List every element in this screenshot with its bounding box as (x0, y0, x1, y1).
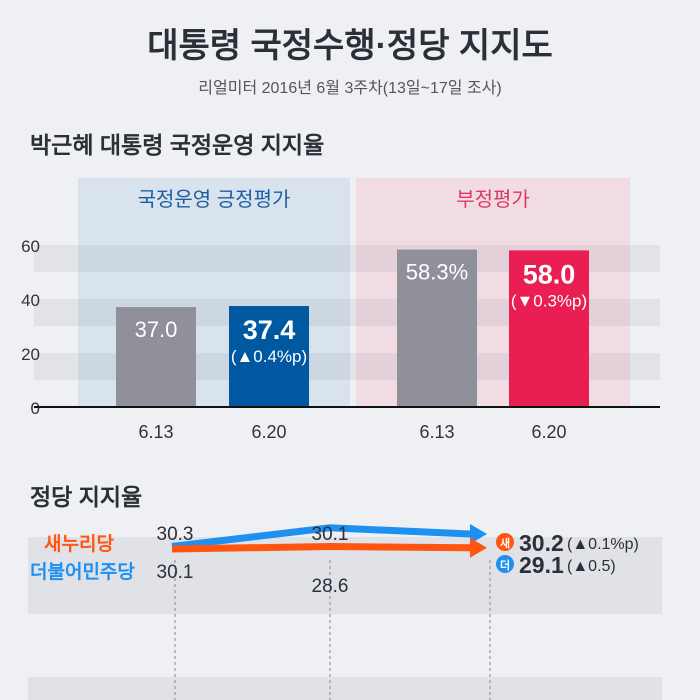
latest-value: 30.2 (519, 530, 564, 556)
latest-value: 29.1 (519, 552, 564, 578)
point-label: 28.6 (312, 576, 349, 597)
party-badge-label: 새 (500, 536, 510, 550)
bar (116, 307, 196, 407)
party-badge (496, 533, 514, 551)
party-badge-label: 더 (500, 558, 510, 572)
bar (509, 250, 589, 407)
subtitle: 리얼미터 2016년 6월 3주차(13일~17일 조사) (198, 80, 502, 97)
grid-band (28, 677, 662, 700)
point-label: 30.1 (312, 524, 349, 545)
party-chart-title: 정당 지지율 (30, 484, 143, 510)
x-tick-label: 6.20 (251, 422, 286, 442)
approval-chart-title: 박근혜 대통령 국정운영 지지율 (30, 132, 325, 158)
group-label: 부정평가 (456, 188, 530, 211)
bar-value-label: 37.4 (243, 315, 296, 345)
bar (397, 249, 477, 407)
x-tick-label: 6.13 (419, 422, 454, 442)
bar-value-label: 58.3% (406, 260, 468, 285)
bar (229, 306, 309, 407)
arrow-head (470, 524, 487, 544)
x-tick-label: 6.20 (531, 422, 566, 442)
arrow-head (470, 537, 487, 558)
bar-value-label: 37.0 (135, 317, 178, 342)
latest-change: (▲0.1%p) (567, 536, 639, 553)
party-badge (496, 555, 514, 573)
series-name: 더불어민주당 (30, 561, 135, 583)
series-line (171, 524, 471, 550)
bar-value-label: 58.0 (523, 259, 576, 289)
x-tick-label: 6.13 (138, 422, 173, 442)
series-name: 새누리당 (44, 533, 114, 555)
group-label: 국정운영 긍정평가 (138, 188, 291, 211)
y-tick-label: 40 (21, 291, 40, 310)
point-label: 30.1 (157, 562, 194, 583)
y-tick-label: 60 (21, 237, 40, 256)
point-label: 30.3 (157, 524, 194, 545)
series-line (171, 542, 471, 553)
bar-change-label: (▼0.3%p) (511, 291, 587, 310)
y-tick-label: 20 (21, 345, 40, 364)
y-tick-label: 0 (31, 399, 40, 418)
bar-change-label: (▲0.4%p) (231, 347, 307, 366)
page-title: 대통령 국정수행·정당 지지도 (147, 27, 553, 65)
latest-change: (▲0.5) (567, 558, 616, 575)
